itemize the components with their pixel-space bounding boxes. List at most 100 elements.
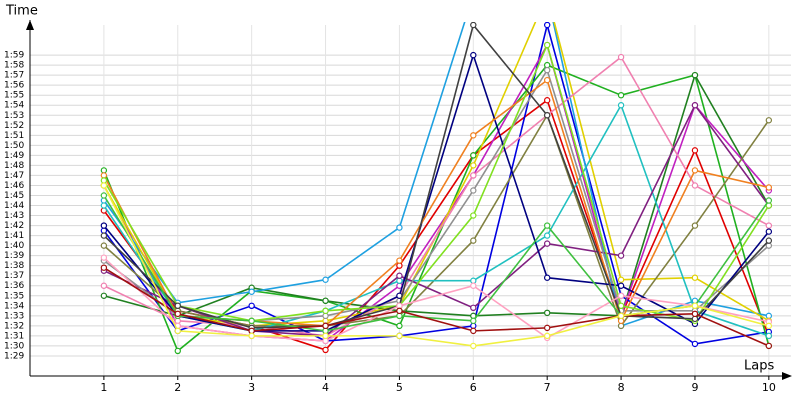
y-tick-label: 1:48	[4, 161, 24, 171]
data-point	[100, 232, 108, 239]
data-point	[617, 102, 625, 109]
data-point	[174, 327, 181, 335]
data-point	[543, 76, 551, 84]
data-point	[100, 192, 108, 199]
y-tick-label: 1:36	[4, 281, 24, 291]
series-line	[103, 23, 770, 329]
y-tick-label: 1:51	[4, 131, 24, 141]
data-point	[100, 202, 108, 209]
series-line	[103, 267, 770, 347]
y-tick-label: 1:52	[4, 121, 24, 131]
data-point	[174, 310, 181, 318]
data-point	[396, 257, 403, 264]
y-tick-label: 1:50	[4, 141, 24, 151]
y-tick-label: 1:35	[4, 291, 24, 301]
data-point	[617, 91, 625, 99]
data-point	[174, 347, 181, 355]
y-tick-label: 1:30	[4, 341, 24, 351]
data-point	[470, 172, 477, 179]
data-point	[543, 240, 551, 247]
series-line	[103, 257, 770, 342]
y-tick-label: 1:44	[4, 201, 24, 211]
data-point	[100, 242, 108, 249]
data-point	[691, 310, 699, 318]
series-line	[103, 78, 770, 327]
data-point	[543, 97, 551, 104]
y-tick-label: 1:32	[4, 321, 24, 331]
data-point	[765, 222, 773, 229]
x-tick-label: 5	[396, 381, 403, 394]
y-tick-label: 1:34	[4, 301, 24, 311]
data-point	[543, 66, 551, 74]
y-tick-label: 1:38	[4, 261, 24, 271]
x-axis-title: Laps	[744, 359, 774, 374]
series-line	[103, 42, 770, 322]
y-tick-label: 1:54	[4, 101, 24, 111]
grid	[30, 25, 791, 380]
y-tick-label: 1:49	[4, 151, 24, 161]
x-tick-label: 9	[691, 381, 698, 394]
y-tick-label: 1:41	[4, 231, 24, 241]
y-tick-label: 1:33	[4, 311, 24, 321]
data-point	[322, 297, 329, 304]
data-point	[543, 274, 551, 281]
y-tick-label: 1:47	[4, 171, 24, 181]
data-point	[691, 274, 699, 281]
data-point	[543, 232, 551, 239]
data-point	[470, 162, 477, 169]
data-point	[543, 309, 551, 317]
series-line	[103, 98, 770, 351]
data-point	[691, 302, 699, 309]
x-arrow	[782, 372, 792, 380]
data-point	[543, 22, 551, 29]
data-point	[617, 292, 625, 299]
data-point	[470, 212, 477, 219]
data-point	[470, 304, 477, 312]
y-tick-label: 1:46	[4, 181, 24, 191]
data-point	[470, 342, 477, 350]
labels: 1:291:301:311:321:331:341:351:361:371:38…	[4, 51, 776, 394]
data-point	[691, 340, 699, 348]
x-tick-label: 8	[618, 381, 625, 394]
data-point	[543, 332, 551, 340]
series-line	[103, 113, 770, 328]
data-point	[765, 322, 773, 330]
data-point	[765, 237, 773, 244]
series-line	[103, 52, 770, 332]
data-point	[100, 292, 108, 299]
y-tick-label: 1:43	[4, 211, 24, 221]
y-tick-label: 1:55	[4, 91, 24, 101]
x-tick-label: 2	[174, 381, 181, 394]
data-point	[617, 276, 625, 283]
y-tick-label: 1:45	[4, 191, 24, 201]
data-point	[396, 272, 403, 279]
x-tick-label: 3	[248, 381, 255, 394]
x-tick-label: 1	[100, 381, 107, 394]
data-point	[765, 342, 773, 350]
data-point	[691, 182, 699, 189]
data-point	[765, 228, 773, 235]
y-axis-title: Time	[5, 4, 38, 19]
data-point	[248, 332, 255, 340]
data-point	[100, 222, 108, 229]
data-point	[617, 53, 625, 61]
data-point	[396, 332, 403, 340]
data-point	[100, 182, 108, 189]
y-tick-label: 1:39	[4, 251, 24, 261]
y-tick-label: 1:29	[4, 351, 24, 361]
data-point	[617, 312, 625, 320]
y-tick-label: 1:58	[4, 61, 24, 71]
data-point	[765, 117, 773, 124]
y-tick-label: 1:57	[4, 71, 24, 81]
y-tick-label: 1:37	[4, 271, 24, 281]
data-point	[765, 197, 773, 204]
data-point	[100, 282, 108, 289]
series-line	[103, 185, 770, 347]
data-point	[470, 237, 477, 244]
data-point	[100, 264, 108, 271]
x-tick-label: 7	[544, 381, 551, 394]
data-point	[396, 322, 403, 330]
data-point	[248, 288, 255, 295]
data-point	[248, 302, 255, 309]
